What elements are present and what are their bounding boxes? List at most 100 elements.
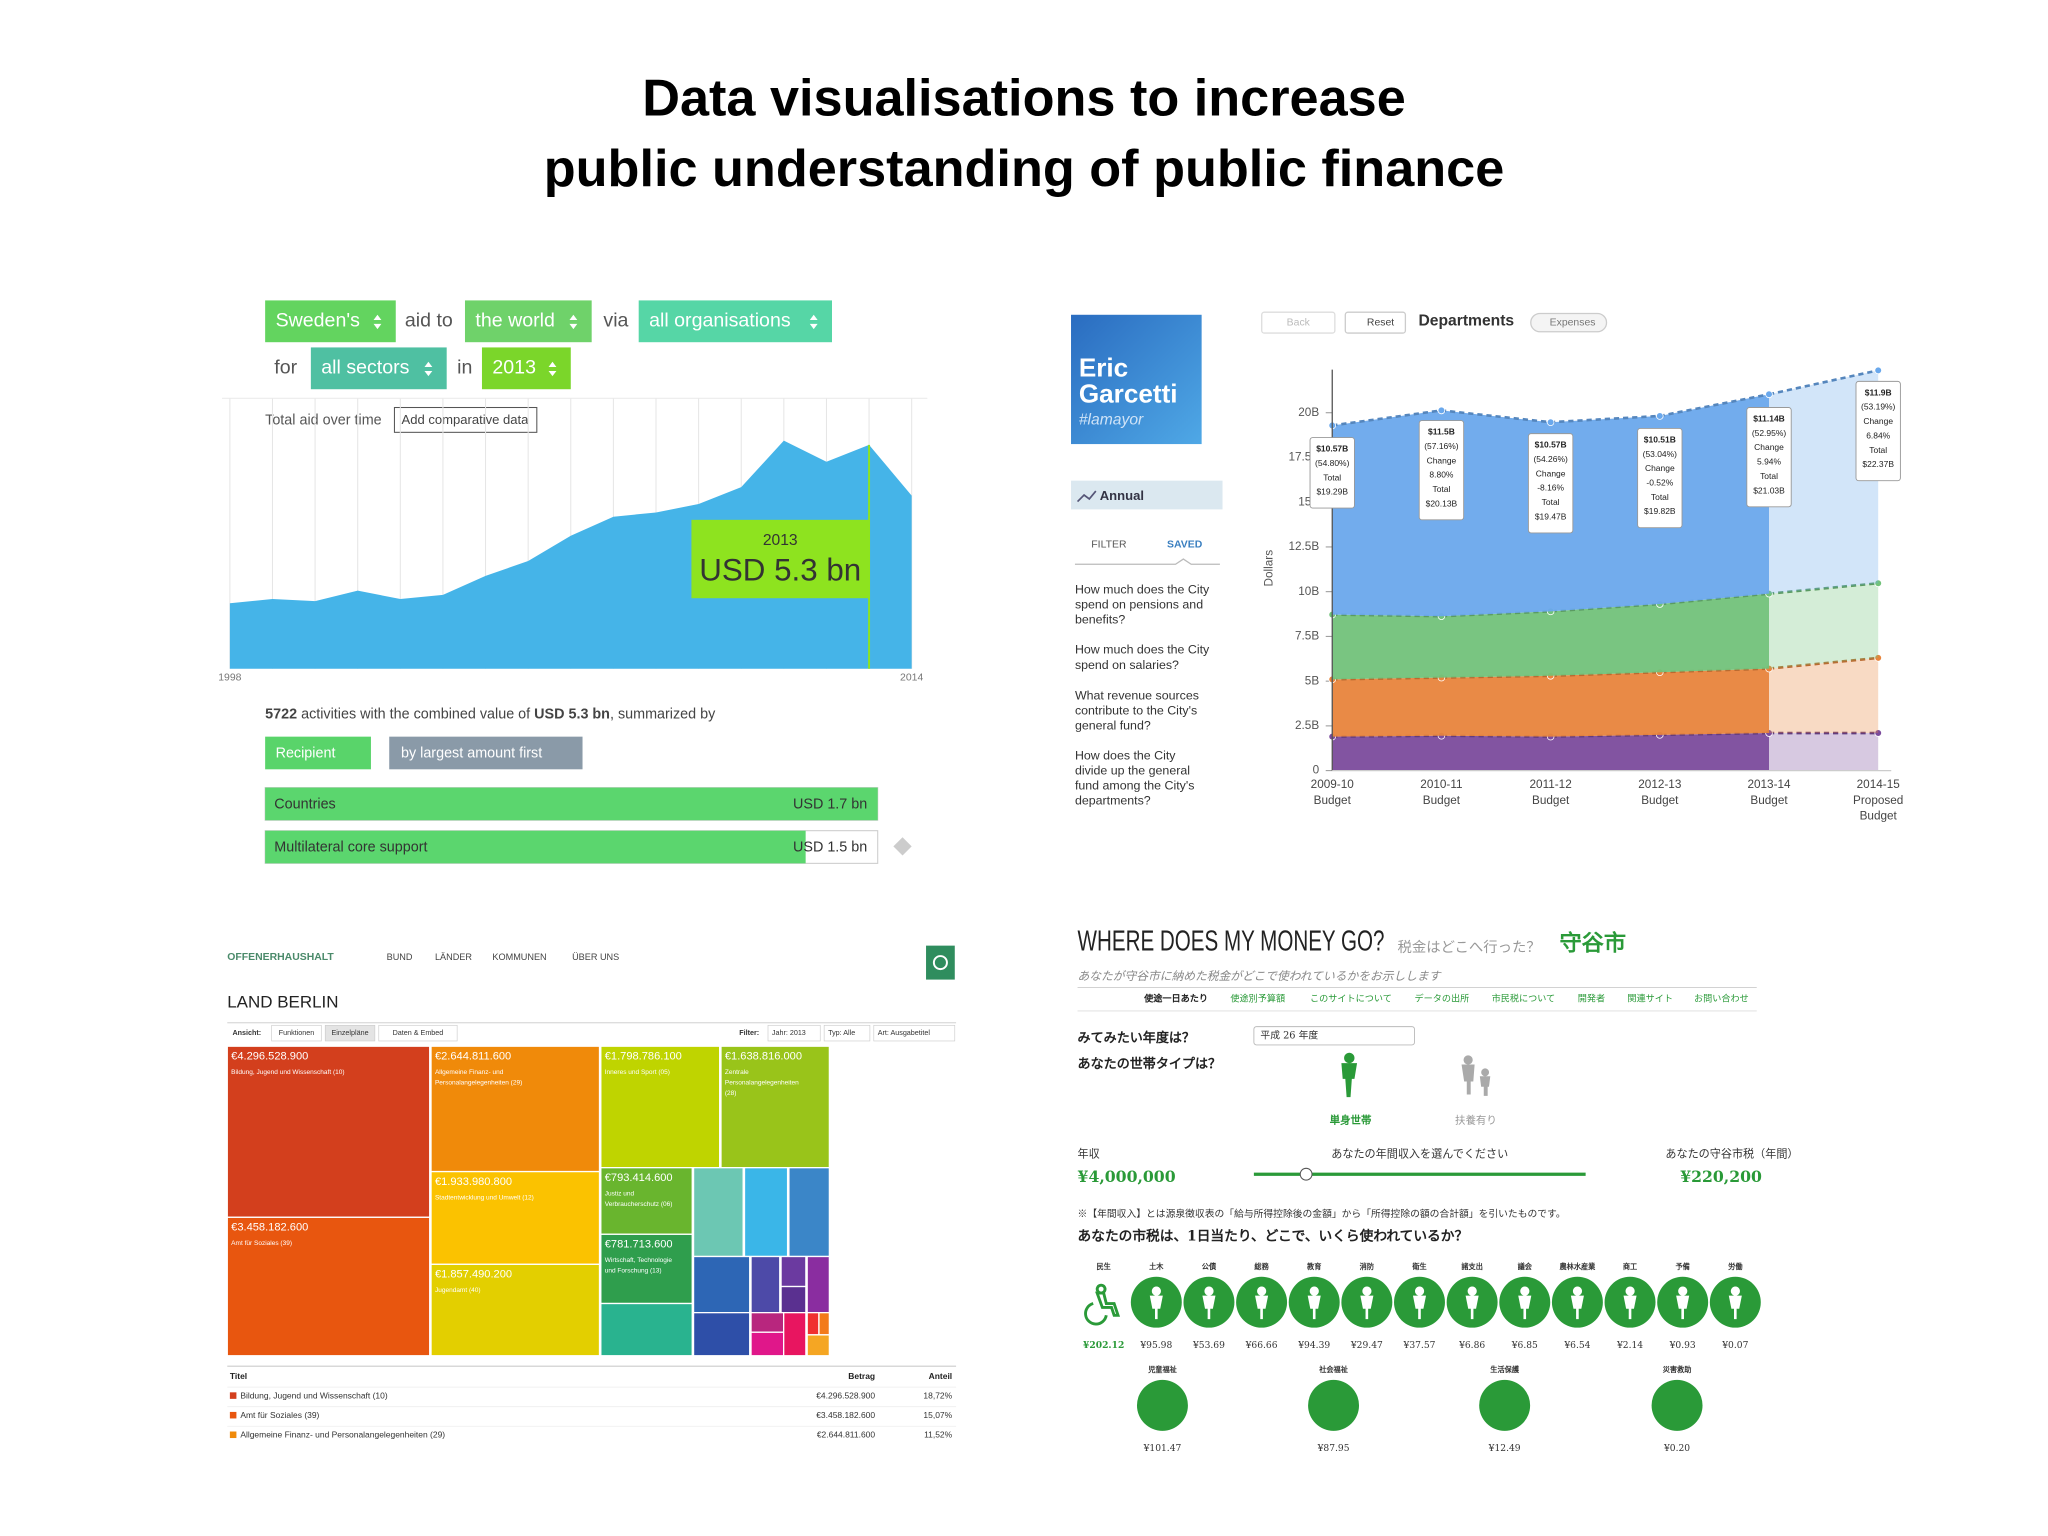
logo-text: Eric (1079, 353, 1128, 383)
sentence-word: in (457, 356, 472, 378)
brand: OFFENERHAUSHALT (227, 952, 334, 963)
tooltip-text: Change (1754, 442, 1784, 452)
cell-amount: €4.296.528.900 (231, 1051, 308, 1063)
x-tick-label: Budget (1423, 794, 1461, 807)
sentence-word: via (603, 309, 628, 331)
point (1437, 406, 1446, 415)
projected-area (1769, 583, 1879, 669)
table-cell: €4.296.528.900 (816, 1390, 875, 1400)
tooltip-text: $11.14B (1753, 413, 1785, 423)
item-icon (1465, 1286, 1479, 1320)
family-icon (1461, 1055, 1491, 1096)
toolbar-select-text: Typ: Alle (828, 1029, 855, 1037)
projected-area (1769, 733, 1879, 771)
item-value: ¥94.39 (1297, 1341, 1330, 1351)
income: ¥4,000,000 (1078, 1167, 1176, 1186)
item-value: ¥0.93 (1669, 1341, 1696, 1351)
tooltip-text: 6.84% (1866, 430, 1890, 440)
point (1656, 412, 1664, 420)
nav-item: 市民税について (1492, 993, 1556, 1005)
treemap-cell (600, 1302, 693, 1357)
item-value: ¥66.66 (1245, 1341, 1278, 1351)
item-name: 農林水産業 (1559, 1262, 1596, 1271)
item-name: 消防 (1360, 1262, 1374, 1271)
toolbar-select (873, 1024, 956, 1042)
item-value: ¥6.54 (1563, 1341, 1590, 1351)
sort-button (389, 736, 583, 770)
row-swatch (229, 1431, 237, 1439)
area (229, 440, 912, 669)
question: general fund? (1075, 718, 1151, 732)
item-value: ¥202.12 (1083, 1340, 1124, 1351)
treemap-cell (692, 1255, 751, 1314)
treemap-cell (743, 1167, 789, 1258)
tooltip-text: $22.37B (1862, 459, 1894, 469)
projected-area (1769, 370, 1879, 594)
treemap-cell (806, 1311, 820, 1336)
treemap-cell (600, 1045, 721, 1169)
nav-item: お問い合わせ (1694, 993, 1749, 1005)
item-name: 予備 (1676, 1262, 1690, 1271)
toolbar-tab-text: Einzelpläne (331, 1029, 368, 1037)
summary-part: USD 5.3 bn (534, 706, 610, 722)
y-tick-label: 7.5B (1295, 630, 1319, 643)
nav-item: 使途一日あたり (1143, 993, 1208, 1005)
question: contribute to the City's (1075, 703, 1197, 717)
tooltip-text: $19.29B (1316, 487, 1348, 497)
bar-name: Countries (274, 796, 335, 812)
item-value: ¥53.69 (1192, 1341, 1225, 1351)
x-tick-label: Budget (1750, 794, 1788, 807)
nav-item: データの出所 (1415, 993, 1470, 1005)
logo-text: Garcetti (1079, 379, 1178, 409)
tooltip-text: 5.94% (1757, 457, 1781, 467)
x-tick-label: 1998 (218, 673, 241, 684)
tab-text: Annual (1100, 488, 1144, 503)
item-icon (1255, 1286, 1269, 1320)
selector (310, 347, 447, 390)
tooltip-text: Total (1542, 497, 1560, 507)
field-label: あなたの守谷市税（年間） (1665, 1147, 1798, 1161)
tooltip-text: Total (1651, 492, 1669, 502)
button (1344, 311, 1407, 334)
sub-item-value: ¥101.47 (1143, 1444, 1182, 1454)
tab-underline (1074, 558, 1220, 565)
tooltip (1309, 437, 1355, 509)
treemap-cell (818, 1311, 831, 1336)
question: benefits? (1075, 613, 1125, 627)
bar (265, 787, 878, 821)
cell-label: Personalangelegenheiten (725, 1079, 799, 1086)
toolbar-select-text: Art: Ausgabetitel (878, 1029, 931, 1037)
tax: ¥220,200 (1680, 1167, 1762, 1186)
tooltip-text: $10.57B (1535, 440, 1567, 450)
slide-title: Data visualisations to increase (642, 70, 1406, 128)
item-name: 議会 (1518, 1262, 1533, 1271)
select-text: 平成 26 年度 (1260, 1028, 1318, 1041)
point (1546, 418, 1555, 427)
cell-label: (28) (725, 1090, 737, 1097)
selector-text: all sectors (321, 356, 409, 378)
sort-button (265, 736, 371, 770)
treemap-cell (430, 1263, 601, 1357)
filter-pill (1530, 312, 1608, 333)
table-cell: Amt für Soziales (39) (240, 1410, 319, 1420)
tooltip-text: $10.51B (1644, 434, 1676, 444)
nav-item: LÄNDER (435, 952, 472, 962)
select (1253, 1026, 1415, 1046)
cell-label: Jugendamt (40) (435, 1287, 481, 1294)
tooltip-text: (53.19%) (1861, 402, 1896, 412)
tooltip-text: Change (1863, 416, 1893, 426)
tooltip-text: Total (1432, 484, 1450, 494)
table-cell: 18,72% (923, 1390, 952, 1400)
cell-label: Bildung, Jugend und Wissenschaft (10) (231, 1069, 344, 1076)
toolbar-label: Ansicht: (232, 1029, 261, 1037)
nav-item: 使途別予算額 (1230, 993, 1285, 1005)
point (1874, 729, 1882, 737)
table-cell: €2.644.811.600 (817, 1430, 876, 1440)
cell-label: Verbraucherschutz (06) (605, 1201, 673, 1208)
point (1874, 579, 1882, 588)
treemap-cell (226, 1216, 431, 1357)
item-icon (1412, 1286, 1427, 1320)
point (1765, 390, 1773, 399)
y-tick-label: 20B (1298, 406, 1319, 419)
